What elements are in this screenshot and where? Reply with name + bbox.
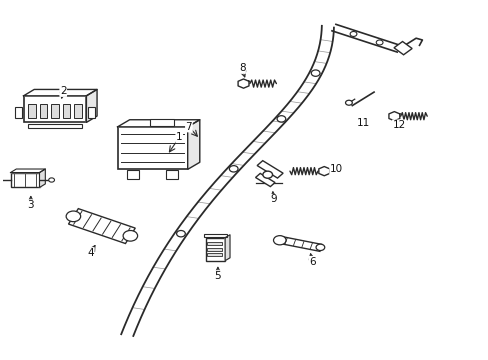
Bar — [207, 253, 222, 256]
Bar — [28, 104, 36, 118]
Circle shape — [49, 178, 54, 182]
Bar — [165, 170, 178, 179]
Polygon shape — [23, 89, 97, 96]
Polygon shape — [318, 167, 329, 176]
Bar — [207, 248, 222, 251]
Text: 12: 12 — [392, 120, 405, 130]
Bar — [40, 104, 47, 118]
Bar — [74, 104, 82, 118]
Polygon shape — [388, 112, 399, 121]
Circle shape — [66, 211, 81, 222]
Text: 4: 4 — [87, 248, 94, 258]
Circle shape — [375, 40, 382, 45]
Circle shape — [311, 70, 319, 76]
Text: 7: 7 — [185, 122, 192, 132]
Bar — [10, 172, 40, 188]
Polygon shape — [224, 235, 229, 261]
Bar — [51, 104, 59, 118]
Bar — [15, 107, 22, 118]
Circle shape — [263, 171, 272, 178]
Text: 1: 1 — [176, 132, 182, 143]
Bar — [277, 236, 322, 251]
Bar — [205, 238, 224, 261]
Text: 11: 11 — [356, 118, 369, 128]
Bar — [68, 209, 135, 243]
Bar — [257, 161, 283, 178]
Circle shape — [176, 230, 185, 237]
Polygon shape — [117, 120, 200, 127]
Bar — [23, 96, 86, 122]
Polygon shape — [40, 169, 45, 188]
Text: 3: 3 — [27, 200, 34, 210]
Bar — [28, 124, 81, 127]
Circle shape — [229, 166, 238, 172]
Bar — [203, 234, 226, 238]
Polygon shape — [86, 89, 97, 122]
Bar — [62, 104, 70, 118]
Bar — [255, 174, 274, 186]
Polygon shape — [238, 79, 248, 88]
Bar — [393, 41, 411, 55]
Polygon shape — [10, 169, 45, 172]
Text: 6: 6 — [308, 257, 315, 266]
Circle shape — [349, 31, 356, 36]
Text: 8: 8 — [238, 63, 245, 73]
Circle shape — [273, 236, 285, 245]
Circle shape — [315, 244, 324, 251]
Text: 2: 2 — [60, 86, 66, 96]
Circle shape — [277, 116, 285, 122]
Bar — [150, 120, 174, 126]
Circle shape — [123, 230, 137, 241]
Bar — [207, 242, 222, 245]
Text: 5: 5 — [214, 271, 221, 281]
Bar — [87, 107, 95, 118]
Text: 9: 9 — [270, 194, 276, 204]
Bar — [117, 127, 187, 169]
Bar — [127, 170, 139, 179]
Circle shape — [345, 100, 351, 105]
Text: 10: 10 — [329, 165, 342, 174]
Polygon shape — [187, 120, 200, 169]
